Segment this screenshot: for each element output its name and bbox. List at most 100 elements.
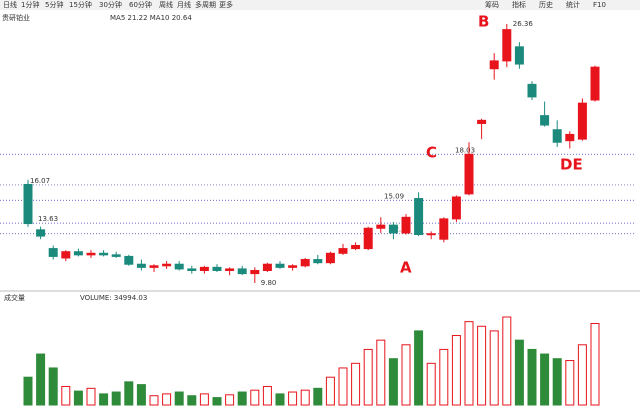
volume-bar bbox=[388, 358, 398, 406]
volume-bar bbox=[86, 387, 96, 406]
volume-bar bbox=[48, 367, 58, 406]
volume-bar bbox=[439, 348, 449, 406]
candle-body bbox=[212, 266, 222, 271]
annotation: DE bbox=[560, 156, 583, 174]
volume-bar bbox=[514, 339, 524, 406]
toolbar-item[interactable]: 60分钟 bbox=[129, 0, 152, 9]
volume-bar bbox=[36, 353, 46, 406]
volume-bar bbox=[464, 321, 474, 406]
candle-body bbox=[426, 233, 436, 236]
volume-bar bbox=[111, 391, 121, 406]
volume-bar bbox=[451, 335, 461, 406]
candle-body bbox=[565, 133, 575, 142]
toolbar-item[interactable]: 5分钟 bbox=[45, 0, 63, 9]
volume-bar bbox=[162, 393, 172, 406]
toolbar-item[interactable]: 指标 bbox=[512, 0, 526, 9]
reference-label: 16.07 bbox=[30, 177, 50, 185]
volume-legend: VOLUME: 34994.03 bbox=[80, 294, 147, 302]
candle-body bbox=[99, 252, 109, 256]
candle-body bbox=[136, 263, 146, 268]
volume-bar bbox=[300, 389, 310, 406]
volume-bar bbox=[313, 387, 323, 406]
candle-body bbox=[464, 153, 474, 195]
volume-bar bbox=[502, 316, 512, 406]
toolbar-item[interactable]: 历史 bbox=[539, 0, 553, 9]
candle-body bbox=[162, 263, 172, 267]
volume-title: 成交量 bbox=[4, 293, 25, 302]
extreme-label: 9.80 bbox=[261, 279, 277, 287]
volume-bar bbox=[187, 395, 197, 406]
toolbar-item[interactable]: 30分钟 bbox=[99, 0, 122, 9]
volume-bar bbox=[149, 395, 159, 406]
volume-bar bbox=[99, 393, 109, 406]
volume-bar bbox=[552, 358, 562, 406]
toolbar-item[interactable]: 筹码 bbox=[485, 0, 499, 9]
toolbar-item[interactable]: 1分钟 bbox=[21, 0, 39, 9]
volume-bar bbox=[73, 390, 83, 406]
toolbar-item[interactable]: 15分钟 bbox=[69, 0, 92, 9]
toolbar-item[interactable]: 统计 bbox=[566, 0, 580, 9]
candle-body bbox=[401, 216, 411, 234]
volume-bar bbox=[363, 348, 373, 406]
candle-body bbox=[376, 224, 386, 229]
volume-bar bbox=[288, 391, 298, 406]
toolbar-item[interactable]: 月线 bbox=[177, 0, 191, 9]
volume-bar bbox=[275, 393, 285, 406]
stock-name: 贵研铂业 bbox=[2, 13, 30, 22]
toolbar-item[interactable]: 周线 bbox=[159, 0, 173, 9]
candle-body bbox=[23, 183, 33, 225]
candle-body bbox=[451, 196, 461, 220]
candle-body bbox=[363, 227, 373, 250]
candle-body bbox=[73, 251, 83, 256]
extreme-label: 26.36 bbox=[513, 20, 534, 28]
volume-bar bbox=[426, 362, 436, 406]
reference-label: 12.95 bbox=[390, 226, 410, 234]
candle-body bbox=[288, 265, 298, 268]
candle-body bbox=[502, 29, 512, 62]
candle-body bbox=[300, 259, 310, 267]
volume-bar bbox=[61, 385, 71, 406]
candle-body bbox=[61, 251, 71, 259]
volume-bar bbox=[325, 376, 335, 406]
ma-line: MA5 21.22 MA10 20.64 bbox=[110, 14, 192, 22]
candle-body bbox=[477, 119, 487, 124]
toolbar-item[interactable]: F10 bbox=[593, 1, 606, 9]
volume-bar bbox=[250, 389, 260, 406]
candle-body bbox=[514, 46, 524, 65]
toolbar-item[interactable]: 日线 bbox=[3, 0, 17, 9]
volume-bar bbox=[199, 393, 209, 406]
reference-label: 18.03 bbox=[455, 146, 475, 154]
volume-bar bbox=[401, 344, 411, 406]
annotation: B bbox=[478, 13, 489, 31]
candle-body bbox=[262, 263, 272, 271]
candle-body bbox=[388, 224, 398, 234]
candle-body bbox=[174, 263, 184, 270]
candle-body bbox=[86, 252, 96, 256]
toolbar-item[interactable]: 更多 bbox=[219, 0, 233, 9]
volume-bar bbox=[262, 385, 272, 406]
volume-bar bbox=[527, 348, 537, 406]
volume-bar bbox=[590, 322, 600, 406]
candle-body bbox=[414, 198, 424, 236]
candle-body bbox=[439, 218, 449, 240]
candle-body bbox=[489, 60, 499, 70]
volume-bar bbox=[414, 330, 424, 406]
volume-bar bbox=[212, 397, 222, 406]
reference-label: 13.63 bbox=[38, 215, 58, 223]
volume-bar bbox=[237, 391, 247, 406]
candle-body bbox=[351, 244, 361, 250]
volume-bar bbox=[565, 360, 575, 406]
annotation: A bbox=[400, 259, 412, 277]
volume-bar bbox=[338, 367, 348, 406]
candle-body bbox=[237, 268, 247, 275]
volume-bar bbox=[376, 339, 386, 406]
toolbar bbox=[0, 0, 640, 10]
candle-body bbox=[527, 83, 537, 98]
candle-body bbox=[250, 269, 260, 275]
candle-body bbox=[48, 248, 58, 257]
candle-body bbox=[338, 248, 348, 254]
candle-body bbox=[199, 266, 209, 271]
volume-bar bbox=[23, 376, 33, 406]
toolbar-item[interactable]: 多周期 bbox=[195, 0, 216, 9]
